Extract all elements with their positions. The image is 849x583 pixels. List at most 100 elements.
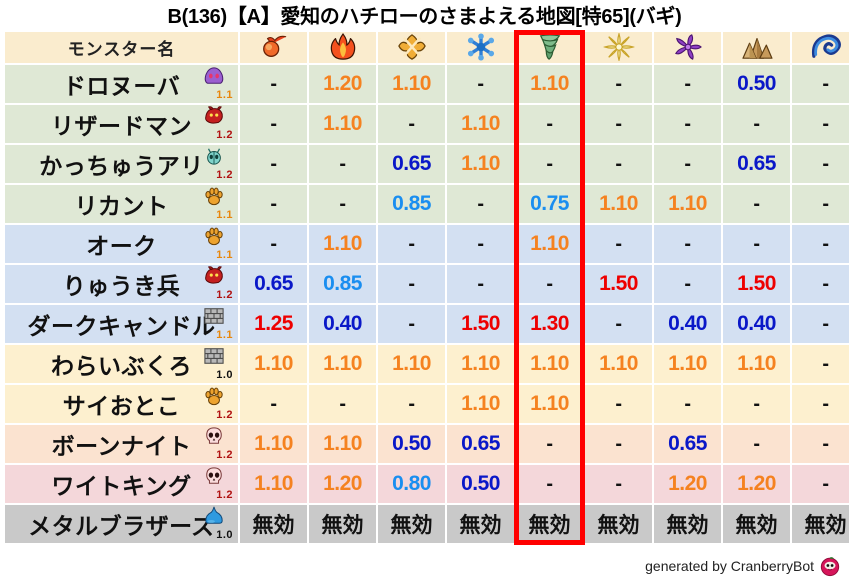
table-row: わらいぶくろ 1.0 1.10 1.10 1.10 1.10 1.10 1.10 1.10 1.1…	[5, 345, 849, 383]
resistance-value: -	[822, 193, 829, 215]
resistance-value: 0.75	[530, 192, 569, 215]
resistance-value: 0.65	[392, 152, 431, 175]
resistance-value: 1.10	[323, 432, 362, 455]
resistance-cell: 1.25	[240, 305, 307, 343]
resistance-value: -	[684, 273, 691, 295]
monster-name-cell[interactable]: オーク 1.1	[5, 225, 238, 263]
resistance-cell: 1.10	[585, 345, 652, 383]
resistance-value: -	[822, 113, 829, 135]
table-row: ワイトキング 1.2 1.10 1.20 0.80 0.50 - - 1.20 1.20 -	[5, 465, 849, 503]
resistance-value: 1.10	[254, 352, 293, 375]
header-element-pinwheel[interactable]	[654, 32, 721, 63]
resistance-cell: 1.10	[378, 345, 445, 383]
monster-name-label: リカント	[74, 193, 169, 219]
monster-name-cell[interactable]: リカント 1.1	[5, 185, 238, 223]
resistance-cell: 1.10	[516, 225, 583, 263]
resistance-cell: -	[309, 145, 376, 183]
monster-name-cell[interactable]: りゅうき兵 1.2	[5, 265, 238, 303]
resistance-cell: 1.50	[585, 265, 652, 303]
tornado-icon	[533, 33, 567, 63]
resistance-cell: -	[378, 225, 445, 263]
monster-name-cell[interactable]: かっちゅうアリ 1.2	[5, 145, 238, 183]
resistance-cell: 0.40	[654, 305, 721, 343]
resistance-cell: -	[585, 65, 652, 103]
resistance-cell: -	[516, 105, 583, 143]
monster-badge: 1.2	[194, 266, 234, 302]
resistance-value: -	[753, 233, 760, 255]
resistance-value: -	[477, 73, 484, 95]
resistance-value: -	[270, 233, 277, 255]
monster-name-cell[interactable]: メタルブラザーズ 1.0	[5, 505, 238, 543]
header-element-snowflake[interactable]	[447, 32, 514, 63]
resistance-value: -	[270, 153, 277, 175]
resistance-value: 1.50	[599, 272, 638, 295]
table-row: サイおとこ 1.2 - - - 1.10 1.10 - - - -	[5, 385, 849, 423]
resistance-cell: -	[378, 265, 445, 303]
pinwheel-icon	[671, 33, 705, 63]
resistance-cell: 1.10	[309, 425, 376, 463]
monster-version: 1.2	[216, 129, 233, 141]
monster-name-label: メタルブラザーズ	[28, 513, 215, 539]
resistance-cell: 0.40	[309, 305, 376, 343]
resistance-value: -	[753, 433, 760, 455]
resistance-value: 0.65	[254, 272, 293, 295]
monster-name-cell[interactable]: サイおとこ 1.2	[5, 385, 238, 423]
header-element-sparkle[interactable]	[585, 32, 652, 63]
resistance-cell: 0.75	[516, 185, 583, 223]
monster-name-cell[interactable]: ワイトキング 1.2	[5, 465, 238, 503]
resistance-cell: 0.40	[723, 305, 790, 343]
resistance-value: 1.10	[668, 192, 707, 215]
resistance-cell: 0.50	[723, 65, 790, 103]
header-element-mountain[interactable]	[723, 32, 790, 63]
resistance-cell: 1.10	[447, 345, 514, 383]
resistance-cell: 無効	[723, 505, 790, 543]
monster-version: 1.0	[216, 369, 233, 381]
monster-name-cell[interactable]: ボーンナイト 1.2	[5, 425, 238, 463]
header-element-meteor[interactable]	[240, 32, 307, 63]
resistance-cell: 1.20	[654, 465, 721, 503]
monster-version: 1.1	[216, 329, 233, 341]
resistance-cell: -	[585, 425, 652, 463]
monster-version: 1.0	[216, 529, 233, 541]
header-element-explosion[interactable]	[378, 32, 445, 63]
resistance-cell: 1.10	[309, 345, 376, 383]
resistance-cell: 1.10	[378, 65, 445, 103]
dragon-red-icon	[194, 106, 234, 130]
resistance-cell: 0.65	[723, 145, 790, 183]
resistance-cell: 1.10	[723, 345, 790, 383]
resistance-value: -	[822, 233, 829, 255]
resistance-value: -	[822, 393, 829, 415]
resistance-value: -	[684, 233, 691, 255]
resistance-value: 0.65	[737, 152, 776, 175]
resistance-value: 無効	[735, 514, 778, 537]
meteor-icon	[257, 33, 291, 63]
resistance-cell: -	[792, 105, 849, 143]
monster-name-cell[interactable]: わらいぶくろ 1.0	[5, 345, 238, 383]
header-element-flame[interactable]	[309, 32, 376, 63]
monster-name-cell[interactable]: リザードマン 1.2	[5, 105, 238, 143]
resistance-cell: -	[378, 385, 445, 423]
resistance-cell: -	[585, 305, 652, 343]
resistance-cell: 1.10	[447, 145, 514, 183]
resistance-value: -	[477, 233, 484, 255]
table-row: りゅうき兵 1.2 0.65 0.85 - - - 1.50 - 1.50 -	[5, 265, 849, 303]
skull-icon	[194, 426, 234, 450]
header-element-tornado[interactable]	[516, 32, 583, 63]
bug-teal-icon	[194, 146, 234, 170]
resistance-cell: -	[723, 105, 790, 143]
resistance-cell: -	[516, 265, 583, 303]
monster-version: 1.2	[216, 449, 233, 461]
footer-label: generated by CranberryBot	[645, 558, 814, 574]
table-row: ボーンナイト 1.2 1.10 1.10 0.50 0.65 - - 0.65 - -	[5, 425, 849, 463]
monster-name-cell[interactable]: ドロヌーバ 1.1	[5, 65, 238, 103]
monster-name-cell[interactable]: ダークキャンドル 1.1	[5, 305, 238, 343]
resistance-cell: -	[240, 185, 307, 223]
resistance-value: 0.85	[323, 272, 362, 295]
resistance-cell: -	[792, 465, 849, 503]
resistance-value: -	[270, 113, 277, 135]
resistance-cell: -	[654, 105, 721, 143]
resistance-value: -	[270, 193, 277, 215]
header-element-wave[interactable]	[792, 32, 849, 63]
resistance-value: 1.20	[323, 72, 362, 95]
resistance-cell: 1.10	[240, 425, 307, 463]
